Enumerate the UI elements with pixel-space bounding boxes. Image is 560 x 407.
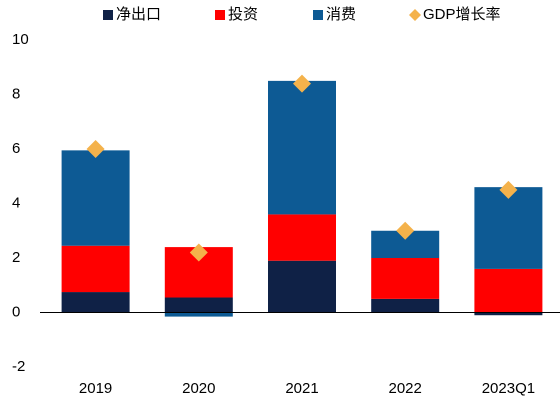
bar-segment: [474, 312, 543, 316]
legend-marker: [409, 9, 421, 21]
x-tick-label: 2022: [389, 380, 422, 397]
legend-label: 净出口: [116, 6, 161, 23]
gdp-marker: [396, 221, 415, 240]
x-tick-label: 2023Q1: [482, 380, 535, 397]
gdp-marker: [86, 140, 105, 158]
legend-label: 投资: [228, 6, 258, 23]
y-tick-label: -2: [12, 358, 25, 375]
x-tick-label: 2019: [79, 380, 112, 397]
bar-segment: [61, 292, 130, 313]
x-tick-label: 2021: [285, 380, 318, 397]
gdp-marker: [293, 74, 311, 93]
bar-segment: [268, 214, 336, 261]
bar-segment: [474, 187, 543, 269]
y-tick-label: 10: [12, 31, 29, 48]
bar-segment: [474, 268, 543, 313]
bar-segment: [268, 260, 336, 313]
y-tick-label: 4: [12, 194, 20, 211]
legend-label: 消费: [326, 6, 356, 23]
bar-segment: [268, 80, 336, 215]
y-tick-label: 0: [12, 303, 20, 320]
bar-segment: [164, 312, 233, 317]
gdp-marker: [189, 243, 208, 262]
y-tick-label: 2: [12, 249, 20, 266]
x-tick-label: 2020: [182, 380, 215, 397]
legend-label: GDP增长率: [423, 6, 501, 23]
bar-segment: [61, 150, 130, 246]
legend-marker: [215, 10, 225, 20]
bar-segment: [61, 245, 130, 293]
bar-segment: [371, 258, 440, 299]
bar-segment: [164, 297, 233, 313]
bar-segment: [371, 298, 440, 313]
gdp-marker: [499, 180, 518, 199]
y-tick-label: 8: [12, 85, 20, 102]
legend-marker: [103, 10, 113, 20]
legend-marker: [313, 10, 323, 20]
y-tick-label: 6: [12, 140, 20, 157]
